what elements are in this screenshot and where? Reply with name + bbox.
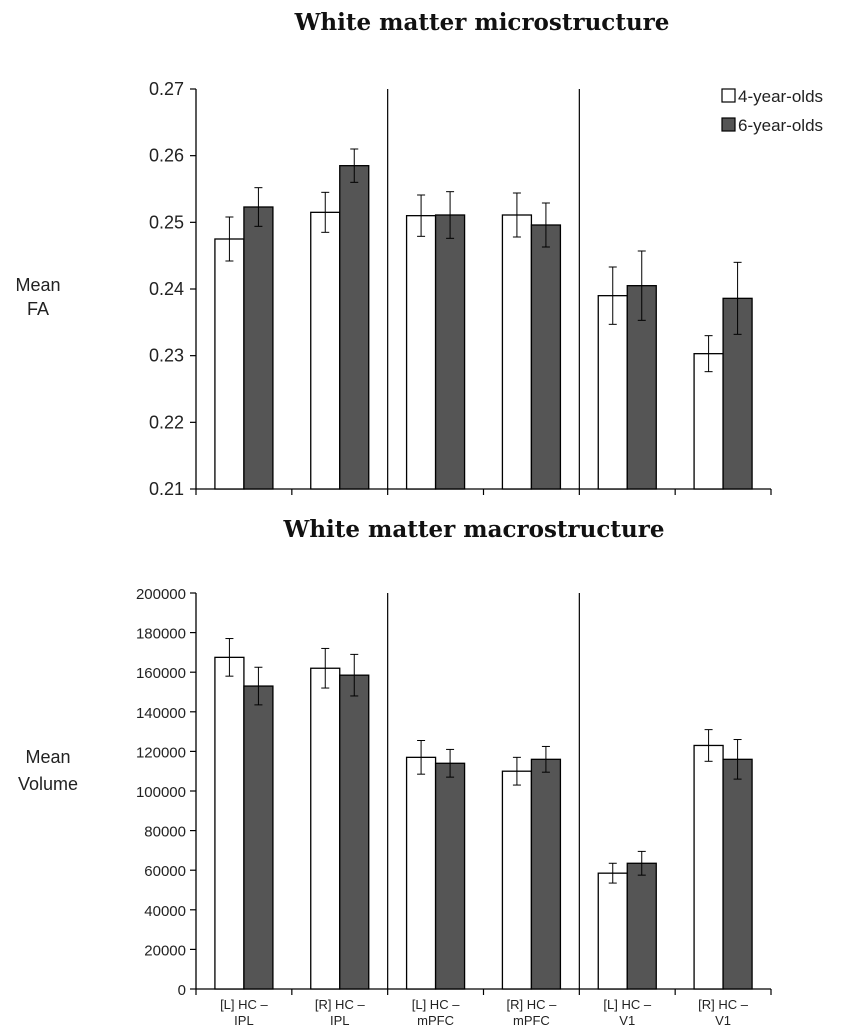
x-category-label: mPFC bbox=[513, 1013, 550, 1028]
x-category-label: mPFC bbox=[417, 1013, 454, 1028]
y-tick-label: 40000 bbox=[144, 903, 186, 920]
axes: 0.21 0.22 0.23 0.24 0.25 0.26 0.27 bbox=[149, 79, 772, 499]
legend-swatch-4-year-olds bbox=[721, 88, 736, 103]
y-tick-label: 120000 bbox=[136, 744, 186, 761]
x-category-label: V1 bbox=[619, 1013, 635, 1028]
y-tick-label: 20000 bbox=[144, 942, 186, 959]
bar-4-year-olds bbox=[597, 295, 628, 490]
y-tick-label: 0.21 bbox=[149, 479, 184, 499]
legend-label-4-year-olds: 4-year-olds bbox=[738, 87, 823, 106]
y-tick-label: 160000 bbox=[136, 665, 186, 682]
x-category-label: [L] HC – bbox=[603, 997, 651, 1012]
y-axis-label-line-1: Mean bbox=[15, 275, 60, 295]
x-category-label: [R] HC – bbox=[315, 997, 366, 1012]
bar-6-year-olds bbox=[243, 685, 274, 990]
bar-4-year-olds bbox=[405, 756, 437, 990]
bar-4-year-olds bbox=[501, 214, 533, 490]
chart-title: White matter macrostructure bbox=[282, 516, 664, 543]
bar-4-year-olds bbox=[597, 872, 628, 990]
bar-4-year-olds bbox=[214, 238, 245, 490]
bar-4-year-olds bbox=[693, 353, 724, 490]
bars bbox=[214, 638, 753, 990]
legend-swatch-6-year-olds bbox=[721, 117, 736, 132]
y-tick-label: 80000 bbox=[144, 824, 186, 841]
y-axis-label-line-2: FA bbox=[27, 299, 49, 319]
y-tick-label: 0 bbox=[178, 982, 186, 999]
y-axis-label-line-2: Volume bbox=[18, 774, 78, 794]
y-tick-label: 100000 bbox=[136, 784, 186, 801]
macrostructure-chart: White matter macrostructure Mean Volume … bbox=[18, 516, 772, 1028]
y-tick-label: 0.25 bbox=[149, 212, 184, 232]
bar-6-year-olds bbox=[530, 758, 562, 990]
bar-6-year-olds bbox=[530, 224, 562, 490]
y-tick-label: 0.23 bbox=[149, 346, 184, 366]
y-tick-label: 140000 bbox=[136, 705, 186, 722]
bar-6-year-olds bbox=[339, 165, 370, 490]
y-tick-label: 200000 bbox=[136, 586, 186, 603]
x-category-label: [L] HC – bbox=[220, 997, 268, 1012]
chart-title: White matter microstructure bbox=[294, 9, 670, 36]
bar-4-year-olds bbox=[310, 667, 341, 990]
y-tick-label: 0.27 bbox=[149, 79, 184, 99]
y-tick-label: 0.24 bbox=[149, 279, 184, 299]
bar-4-year-olds bbox=[310, 211, 341, 490]
bar-6-year-olds bbox=[626, 862, 657, 990]
category-labels: [L] HC –IPL[R] HC –IPL[L] HC –mPFC[R] HC… bbox=[220, 997, 749, 1028]
y-tick-label: 60000 bbox=[144, 863, 186, 880]
y-axis-label-line-1: Mean bbox=[25, 747, 70, 767]
microstructure-chart: White matter microstructure Mean FA 0.21… bbox=[15, 9, 823, 499]
bar-4-year-olds bbox=[501, 770, 533, 990]
bar-6-year-olds bbox=[243, 206, 274, 490]
x-category-label: [R] HC – bbox=[506, 997, 557, 1012]
legend-label-6-year-olds: 6-year-olds bbox=[738, 116, 823, 135]
bar-6-year-olds bbox=[434, 762, 466, 990]
x-category-label: [L] HC – bbox=[412, 997, 460, 1012]
x-category-label: V1 bbox=[715, 1013, 731, 1028]
bars bbox=[214, 148, 753, 490]
bar-4-year-olds bbox=[214, 656, 245, 990]
y-tick-label: 180000 bbox=[136, 626, 186, 643]
x-category-label: IPL bbox=[234, 1013, 254, 1028]
x-category-label: IPL bbox=[330, 1013, 350, 1028]
x-category-label: [R] HC – bbox=[698, 997, 749, 1012]
bar-4-year-olds bbox=[693, 744, 724, 990]
bar-6-year-olds bbox=[339, 674, 370, 990]
bar-6-year-olds bbox=[722, 758, 753, 990]
bar-4-year-olds bbox=[405, 215, 437, 490]
y-tick-label: 0.22 bbox=[149, 412, 184, 432]
y-tick-label: 0.26 bbox=[149, 146, 184, 166]
legend: 4-year-olds 6-year-olds bbox=[721, 87, 823, 135]
bar-6-year-olds bbox=[434, 214, 466, 490]
axes: 0 20000 40000 60000 80000 100000 120000 140000 1… bbox=[136, 586, 772, 999]
